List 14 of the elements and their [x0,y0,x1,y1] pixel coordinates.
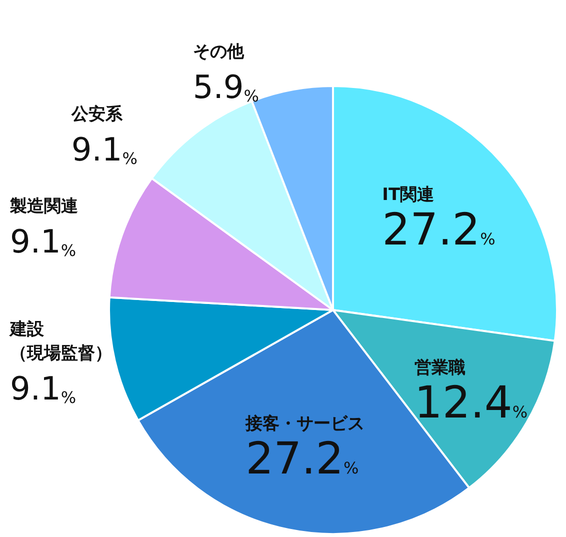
data-label: 27.2% [382,204,496,256]
slice-label: 公安系 [70,104,124,125]
slice-label: IT関連 [382,185,434,206]
slice-label: 接客・サービス [244,414,365,434]
slice-label: その他 [192,42,245,62]
data-label: 27.2% [246,434,359,485]
data-label: 9.1% [10,222,76,261]
data-label: 5.9% [192,68,259,106]
data-label: 12.4% [414,377,528,428]
data-label: 9.1% [10,369,76,408]
data-label: 9.1% [71,130,138,169]
slice-label: 営業職 [414,358,466,378]
slice-label: 建設（現場監督） [8,319,112,364]
slice-label: 製造関連 [9,196,78,217]
